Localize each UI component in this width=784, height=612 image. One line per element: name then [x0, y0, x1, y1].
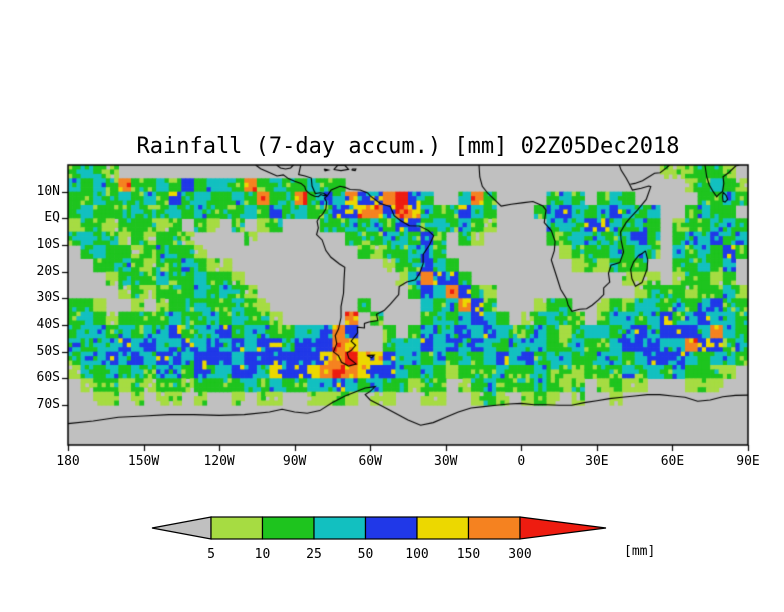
colorbar-segment — [467, 516, 521, 540]
colorbar-units-label: [mm] — [624, 544, 656, 559]
lat-tick-label: 50S — [36, 343, 60, 359]
lat-tick-label: 20S — [36, 263, 60, 279]
lat-tick-label: 10N — [36, 183, 60, 199]
colorbar-level-label: 5 — [207, 547, 215, 562]
lon-tick-label: 90W — [282, 454, 307, 469]
colorbar-level-label: 25 — [306, 547, 322, 562]
colorbar-level-label: 10 — [255, 547, 271, 562]
lat-tick-label: 30S — [36, 290, 60, 306]
lon-tick-label: 120W — [203, 454, 235, 469]
lat-tick-label: 40S — [36, 317, 60, 332]
colorbar-level-label: 50 — [358, 547, 374, 562]
colorbar-segment — [313, 516, 367, 540]
lon-tick-label: 60E — [660, 454, 685, 469]
lon-tick-label: 60W — [358, 454, 382, 469]
lat-tick-label: EQ — [44, 210, 60, 226]
lon-tick-label: 30E — [585, 454, 609, 469]
lon-tick-label: 90E — [736, 454, 760, 469]
lon-tick-label: 180 — [56, 454, 80, 469]
lon-tick-label: 30W — [434, 454, 458, 469]
lat-tick-label: 60S — [36, 370, 60, 386]
colorbar-segment — [416, 516, 470, 540]
colorbar-segment — [210, 516, 264, 540]
colorbar-level-label: 150 — [457, 547, 480, 562]
colorbar-arrow-high — [519, 516, 607, 540]
lat-tick-label: 10S — [36, 237, 60, 252]
colorbar-segment — [261, 516, 315, 540]
colorbar-arrow-low — [151, 516, 212, 540]
lon-tick-label: 150W — [127, 454, 160, 469]
colorbar-level-label: 100 — [405, 547, 428, 562]
colorbar-level-label: 300 — [508, 547, 531, 562]
lat-tick-label: 70S — [36, 397, 60, 412]
colorbar-segment — [364, 516, 418, 540]
lon-tick-label: 0 — [517, 454, 526, 469]
colorbar: 5 10 25 50 100 150 300 — [151, 516, 607, 562]
